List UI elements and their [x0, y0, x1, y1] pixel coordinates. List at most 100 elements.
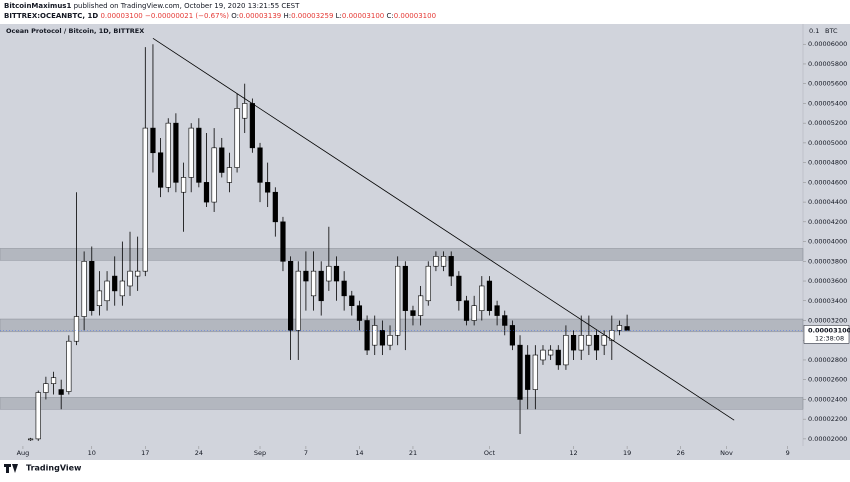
candle-body: [395, 265, 401, 336]
axis-unit: BTC: [825, 27, 838, 35]
candle-body: [66, 340, 72, 392]
brand-logo: [4, 464, 18, 473]
zone: [0, 248, 804, 261]
countdown: 12:38:08: [815, 334, 844, 342]
candle-body: [326, 265, 332, 282]
candle-body: [119, 280, 125, 297]
candle-body: [35, 392, 41, 440]
y-tick-label: 0.00003400: [808, 297, 847, 305]
ohlc-value: 0.00003100: [394, 12, 436, 20]
published: published on TradingView.com, October 19…: [74, 2, 301, 10]
candle-body: [418, 295, 424, 316]
plot-background: [0, 24, 850, 460]
candle-body: [303, 270, 309, 282]
candle-body: [188, 127, 194, 178]
candle-body: [601, 334, 607, 346]
candle-body: [593, 334, 600, 351]
candle-body: [165, 122, 171, 188]
y-tick-label: 0.00005600: [808, 80, 847, 88]
candle-body: [471, 305, 477, 321]
ohlc-value: 0.00003139: [239, 12, 281, 20]
candle-body: [463, 300, 470, 321]
candle-body: [242, 103, 248, 119]
candle-body: [372, 325, 378, 346]
candle-body: [226, 167, 233, 183]
candle-body: [586, 334, 592, 346]
x-tick-label: Nov: [720, 449, 733, 457]
candle-body: [486, 280, 493, 311]
x-tick-label: Aug: [17, 449, 30, 457]
candle-body: [158, 152, 164, 188]
candle-body: [81, 260, 87, 317]
y-tick-label: 0.00005800: [808, 60, 847, 68]
candle-body: [387, 334, 393, 346]
candle-body: [425, 265, 431, 302]
candle-body: [272, 191, 278, 223]
candle-body: [440, 256, 447, 267]
x-tick-label: 9: [786, 449, 790, 457]
brand: TradingView: [26, 464, 82, 473]
candle-body: [364, 320, 370, 351]
candle-body: [532, 354, 538, 390]
candle-body: [43, 383, 49, 393]
candle-body: [333, 265, 340, 282]
candle-body: [234, 108, 240, 168]
ohlc-label: H:: [283, 12, 291, 20]
candle-body: [310, 270, 317, 297]
candle-body: [173, 122, 179, 183]
x-tick-label: 17: [141, 449, 149, 457]
candle-body: [318, 270, 324, 302]
y-tick-label: 0.00004200: [808, 218, 847, 226]
x-tick-label: 26: [676, 449, 684, 457]
candle-body: [433, 256, 439, 267]
header-line-1: BitcoinMaximus1 published on TradingView…: [4, 2, 300, 10]
candle-body: [58, 389, 64, 395]
candle-body: [356, 305, 363, 321]
y-tick-label: 0.00004800: [808, 159, 847, 167]
candle-body: [456, 275, 462, 302]
candle-body: [525, 354, 531, 390]
candle-body: [73, 316, 80, 342]
candle-body: [96, 290, 103, 306]
last-price-label: 0.00003100: [808, 326, 850, 334]
candle-body: [142, 127, 148, 272]
author: BitcoinMaximus1: [4, 2, 71, 10]
ohlc-value: 0.00003100: [342, 12, 384, 20]
candle-body: [180, 177, 187, 193]
candle-body: [402, 265, 408, 311]
candle-body: [295, 270, 301, 331]
y-tick-label: 0.00003200: [808, 316, 847, 324]
ohlc-value: 0.00003259: [291, 12, 333, 20]
candle-body: [104, 280, 110, 302]
candle-body: [211, 147, 217, 203]
candle-body: [127, 270, 133, 287]
candle-body: [517, 344, 523, 400]
candle-body: [196, 127, 202, 183]
x-tick-label: 10: [88, 449, 96, 457]
candle-body: [257, 147, 263, 183]
candle-body: [578, 334, 584, 351]
candle-body: [379, 330, 385, 346]
candle-body: [624, 326, 630, 331]
zone: [0, 397, 804, 410]
candle-body: [410, 310, 416, 316]
candle-body: [563, 334, 569, 366]
candle-body: [219, 147, 225, 173]
candle-body: [540, 349, 546, 361]
y-tick-label: 0.00005400: [808, 99, 847, 107]
candle-body: [27, 438, 34, 441]
x-tick-label: 19: [623, 449, 631, 457]
x-tick-label: Oct: [484, 449, 496, 457]
ohlc-label: C:: [386, 12, 393, 20]
candle-body: [494, 305, 500, 316]
candle-body: [570, 334, 577, 351]
candle-body: [288, 260, 294, 331]
candle-body: [341, 280, 347, 297]
candle-body: [479, 285, 485, 311]
axis-top: 0.1: [809, 27, 819, 35]
x-tick-label: 24: [195, 449, 203, 457]
y-tick-label: 0.00002200: [808, 415, 847, 423]
candle-body: [150, 127, 156, 154]
candle-body: [50, 377, 57, 384]
